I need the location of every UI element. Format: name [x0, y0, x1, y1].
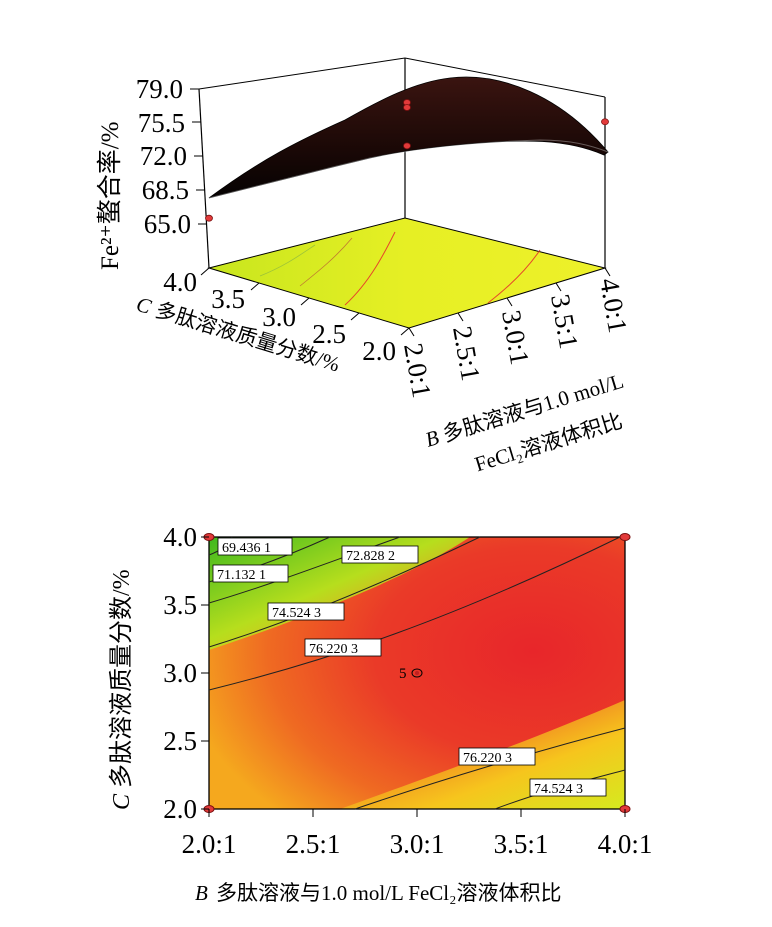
y-tick-label: 4.0	[163, 522, 197, 552]
c-tick-label: 2.5	[312, 319, 346, 349]
y-axis-title: C 多肽溶液质量分数/%	[108, 569, 135, 810]
x-axis-var: B	[195, 881, 208, 905]
x-tick-label: 3.0:1	[390, 829, 445, 859]
contour-label: 69.436 1	[217, 537, 293, 556]
b-axis-title: B 多肽溶液与1.0 mol/L FeCl₂溶液体积比	[422, 369, 626, 477]
c-tick-label: 3.5	[211, 284, 245, 314]
contour-label-text: 72.828 2	[346, 549, 395, 564]
surface-design-point	[403, 142, 411, 150]
c-axis-ticks: 4.0 3.5 3.0 2.5 2.0	[163, 267, 410, 366]
contour-label: 72.828 2	[341, 545, 419, 564]
b-tick-label: 3.0:1	[496, 308, 535, 367]
y-tick-label: 2.0	[163, 794, 197, 824]
c-tick-label: 2.0	[362, 336, 396, 366]
surface-plot: 79.0 75.5 72.0 68.5 65.0 Fe²⁺螯合率/% 4.0 3…	[96, 57, 633, 477]
contour-plot: 69.436 1 71.132 1 72.828 2 74.524 3 76.2…	[108, 522, 652, 905]
z-tick-label: 65.0	[144, 209, 191, 239]
design-point	[411, 668, 423, 678]
contour-label-text: 69.436 1	[222, 541, 271, 556]
y-tick-label: 3.5	[163, 590, 197, 620]
c-tick-label: 4.0	[163, 267, 197, 297]
z-axis-title: Fe²⁺螯合率/%	[96, 122, 124, 270]
contour-lines	[208, 536, 626, 810]
contour-label-text: 74.524 3	[534, 782, 583, 797]
x-axis-title: B 多肽溶液与1.0 mol/L FeCl₂溶液体积比	[195, 881, 561, 905]
c-tick-label: 3.0	[262, 302, 296, 332]
contour-label: 76.220 3	[458, 747, 536, 766]
b-tick-label: 2.5:1	[447, 324, 486, 383]
y-axis-ticks: 4.0 3.5 3.0 2.5 2.0	[163, 522, 209, 824]
design-point-center	[415, 671, 419, 675]
contour-label: 76.220 3	[304, 638, 382, 657]
center-point-count: 5	[399, 666, 407, 682]
x-axis-ticks: 2.0:1 2.5:1 3.0:1 3.5:1 4.0:1	[182, 809, 653, 859]
contour-label-text: 74.524 3	[272, 606, 321, 621]
floor-contour-line	[344, 231, 396, 306]
z-tick-label: 72.0	[140, 141, 187, 171]
response-surface	[208, 76, 609, 199]
contour-label: 71.132 1	[212, 564, 289, 583]
z-axis-line	[198, 88, 210, 269]
contour-label: 74.524 3	[529, 778, 607, 797]
x-tick-label: 2.5:1	[286, 829, 341, 859]
surface-design-point	[403, 104, 411, 111]
top-back-edge-right	[404, 57, 606, 98]
b-tick-label: 2.0:1	[398, 341, 437, 400]
contour-label-text: 76.220 3	[309, 642, 358, 657]
y-tick-label: 3.0	[163, 658, 197, 688]
x-tick-label: 2.0:1	[182, 829, 237, 859]
surface-design-point	[205, 214, 213, 222]
x-tick-label: 3.5:1	[494, 829, 549, 859]
contour-label-text: 76.220 3	[463, 751, 512, 766]
floor-contour-line	[299, 237, 353, 287]
z-tick-label: 79.0	[136, 74, 183, 104]
floor-contour-line	[259, 244, 316, 277]
x-axis-label: 多肽溶液与1.0 mol/L FeCl₂溶液体积比	[216, 881, 561, 905]
z-axis-ticks: 79.0 75.5 72.0 68.5 65.0	[136, 74, 207, 239]
x-tick-label: 4.0:1	[598, 829, 653, 859]
contour-label: 74.524 3	[267, 602, 345, 621]
z-tick-label: 68.5	[142, 175, 189, 205]
top-back-edge-left	[198, 57, 406, 90]
contour-label-text: 71.132 1	[217, 568, 266, 583]
surface-front-edge	[208, 139, 609, 199]
y-axis-var: C	[109, 793, 135, 810]
floor-contour-line	[487, 249, 541, 304]
b-tick-label: 3.5:1	[545, 292, 584, 351]
b-axis-var: B	[422, 425, 441, 452]
surface-design-point	[601, 118, 609, 126]
c-axis-var: C	[134, 292, 155, 319]
y-tick-label: 2.5	[163, 726, 197, 756]
b-tick-label: 4.0:1	[594, 276, 633, 335]
design-point	[619, 533, 631, 541]
y-axis-label: 多肽溶液质量分数/%	[108, 569, 135, 788]
z-tick-label: 75.5	[138, 108, 185, 138]
